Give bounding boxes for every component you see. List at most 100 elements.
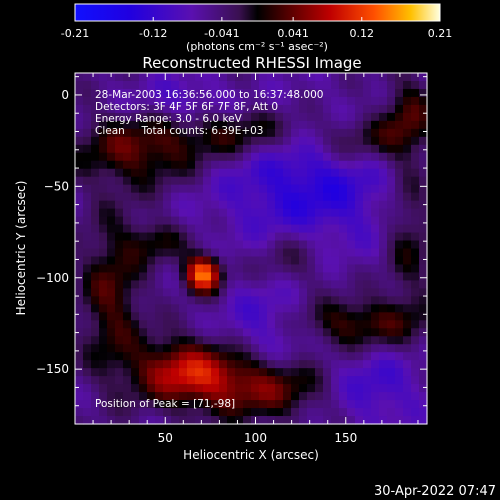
heatmap-cell <box>379 416 388 425</box>
heatmap-cell <box>243 320 252 329</box>
heatmap-cell <box>323 296 332 305</box>
heatmap-cell <box>419 392 428 401</box>
heatmap-cell <box>251 104 260 114</box>
heatmap-cell <box>251 336 260 345</box>
heatmap-cell <box>291 168 300 178</box>
heatmap-cell <box>387 352 396 361</box>
y-axis-label: Heliocentric Y (arcsec) <box>14 181 28 316</box>
heatmap-cell <box>99 384 108 393</box>
heatmap-cell <box>139 280 148 289</box>
heatmap-cell <box>355 344 364 353</box>
heatmap-cell <box>227 232 236 242</box>
heatmap-cell <box>283 80 292 90</box>
heatmap-cell <box>403 320 412 329</box>
heatmap-cell <box>243 80 252 90</box>
heatmap-cell <box>299 240 308 250</box>
heatmap-cell <box>203 80 212 90</box>
heatmap-cell <box>395 184 404 194</box>
heatmap-cell <box>387 248 396 258</box>
heatmap-cell <box>395 344 404 353</box>
chart-title: Reconstructed RHESSI Image <box>142 54 361 72</box>
heatmap-cell <box>283 168 292 178</box>
heatmap-cell <box>195 192 204 202</box>
heatmap-cell <box>323 168 332 178</box>
heatmap-cell <box>115 384 124 393</box>
heatmap-cell <box>115 256 124 266</box>
heatmap-cell <box>411 272 420 282</box>
heatmap-cell <box>339 136 348 146</box>
heatmap-cell <box>267 80 276 90</box>
heatmap-cell <box>379 120 388 130</box>
heatmap-cell <box>387 296 396 305</box>
heatmap-cell <box>75 304 84 313</box>
heatmap-cell <box>139 376 148 385</box>
heatmap-cell <box>171 416 180 425</box>
heatmap-cell <box>107 288 116 297</box>
heatmap-cell <box>387 96 396 106</box>
heatmap-cell <box>395 104 404 114</box>
heatmap-cell <box>291 96 300 106</box>
heatmap-cell <box>275 120 284 130</box>
heatmap-cell <box>75 240 84 250</box>
heatmap-cell <box>307 384 316 393</box>
heatmap-cell <box>379 360 388 369</box>
heatmap-cell <box>131 336 140 345</box>
heatmap-cell <box>179 88 188 98</box>
heatmap-cell <box>259 264 268 274</box>
heatmap-cell <box>227 288 236 297</box>
heatmap-cell <box>347 248 356 258</box>
heatmap-cell <box>171 352 180 361</box>
heatmap-cell <box>371 112 380 122</box>
heatmap-cell <box>131 304 140 313</box>
heatmap-cell <box>403 400 412 409</box>
heatmap-cell <box>75 80 84 90</box>
heatmap-cell <box>267 96 276 106</box>
heatmap-cell <box>347 400 356 409</box>
heatmap-cell <box>219 224 228 234</box>
heatmap-cell <box>235 328 244 337</box>
heatmap-cell <box>235 168 244 178</box>
heatmap-cell <box>163 416 172 425</box>
heatmap-cell <box>315 88 324 98</box>
heatmap-cell <box>363 312 372 321</box>
heatmap-cell <box>379 296 388 305</box>
heatmap-cell <box>355 152 364 162</box>
heatmap-cell <box>267 73 276 82</box>
heatmap-cell <box>355 400 364 409</box>
heatmap-cell <box>91 208 100 218</box>
heatmap-cell <box>75 392 84 401</box>
heatmap-cell <box>147 160 156 170</box>
heatmap-cell <box>339 176 348 186</box>
heatmap-cell <box>275 280 284 289</box>
colorbar <box>74 3 441 22</box>
heatmap-cell <box>379 288 388 297</box>
heatmap-cell <box>379 408 388 417</box>
heatmap-cell <box>339 96 348 106</box>
heatmap-cell <box>347 352 356 361</box>
heatmap-cell <box>171 360 180 369</box>
heatmap-cell <box>219 416 228 425</box>
heatmap-cell <box>155 376 164 385</box>
heatmap-cell <box>403 360 412 369</box>
colorbar-tick-label: -0.21 <box>61 27 89 40</box>
heatmap-cell <box>171 112 180 122</box>
heatmap-cell <box>419 408 428 417</box>
heatmap-cell <box>147 368 156 377</box>
heatmap-cell <box>299 384 308 393</box>
heatmap-cell <box>155 224 164 234</box>
heatmap-cell <box>363 216 372 226</box>
heatmap-cell <box>211 208 220 218</box>
heatmap-cell <box>307 360 316 369</box>
heatmap-cell <box>203 144 212 154</box>
heatmap-cell <box>283 88 292 98</box>
heatmap-cell <box>179 80 188 90</box>
heatmap-cell <box>203 392 212 401</box>
heatmap-cell <box>331 272 340 282</box>
heatmap-cell <box>403 160 412 170</box>
heatmap-cell <box>155 264 164 274</box>
heatmap-cell <box>355 312 364 321</box>
heatmap-cell <box>91 128 100 138</box>
heatmap-cell <box>331 112 340 122</box>
heatmap-cell <box>251 112 260 122</box>
heatmap-cell <box>395 368 404 377</box>
